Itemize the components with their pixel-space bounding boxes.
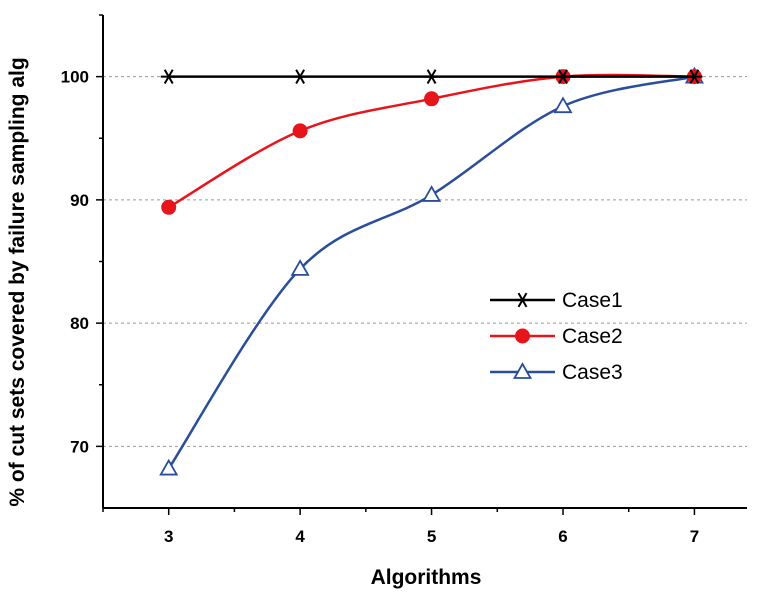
series-case2 [161,69,702,215]
series-case1 [160,69,703,85]
series-layer [159,66,704,476]
legend-item-case2: Case2 [490,325,623,348]
legend-item-case3: Case3 [490,361,623,384]
point-case2-x5 [424,91,440,107]
point-case2-x3 [161,199,177,215]
legend-item-case1: Case1 [490,289,623,312]
legend-marker-case1 [514,292,531,308]
point-case1-x6 [555,69,571,85]
x-tick-label-4: 4 [295,527,305,546]
gridlines [103,76,747,447]
y-tick-label-100: 100 [61,68,89,87]
point-case3-x4 [290,259,310,276]
x-tick-label-7: 7 [690,527,699,546]
series-line-case3 [167,75,695,470]
y-tick-label-80: 80 [70,314,89,333]
point-case1-x7 [686,69,703,85]
x-axis-title: Algorithms [371,566,482,589]
point-case1-x4 [292,69,309,85]
y-tick-label-90: 90 [70,191,89,210]
x-tick-label-5: 5 [427,527,436,546]
legend: Case1 Case2 Case3 [490,289,623,384]
y-tick-label-70: 70 [70,437,89,456]
point-case1-x5 [423,69,440,85]
legend-label-case1: Case1 [562,289,623,312]
point-case3-x3 [159,458,179,476]
y-axis-title: % of cut sets covered by failure samplin… [6,57,29,506]
legend-label-case2: Case2 [562,325,623,348]
point-case1-x3 [160,69,177,85]
x-tick-label-6: 6 [558,527,567,546]
legend-marker-case2 [515,328,530,344]
point-case3-x6 [553,96,573,114]
x-tick-label-3: 3 [164,527,173,546]
legend-marker-case3 [512,362,533,379]
point-case2-x4 [292,123,308,139]
ticks: 3 4 5 6 7 70 80 90 100 [61,14,699,546]
point-case3-x5 [422,185,442,202]
series-case3 [159,66,704,476]
axes [102,15,747,509]
legend-label-case3: Case3 [562,361,623,384]
